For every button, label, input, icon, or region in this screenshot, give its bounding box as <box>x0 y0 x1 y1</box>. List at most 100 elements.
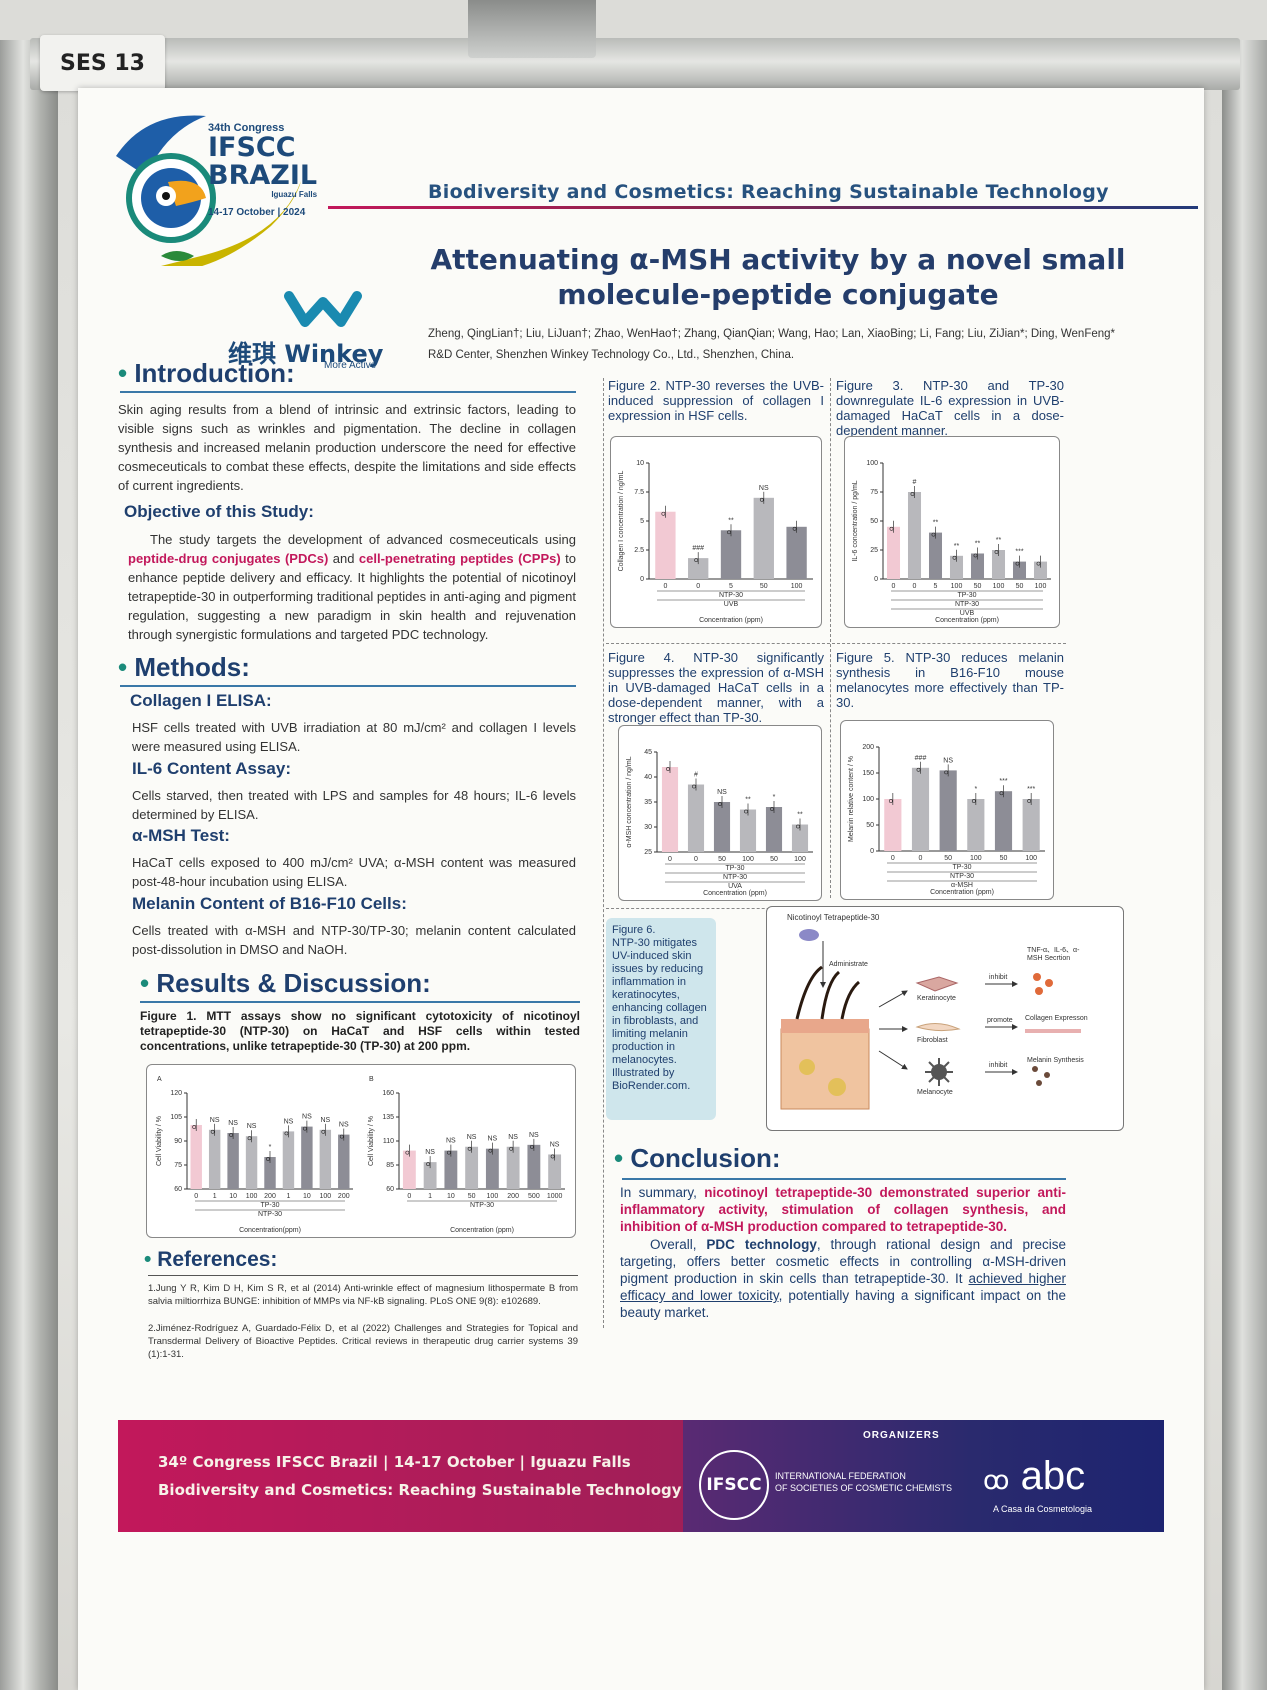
footer-right: ORGANIZERS IFSCC INTERNATIONAL FEDERATIO… <box>683 1420 1164 1532</box>
objective-text-c: to enhance peptide delivery and efficacy… <box>128 551 576 642</box>
bar <box>264 1157 276 1189</box>
references-heading: References: <box>144 1248 277 1272</box>
authors: Zheng, QingLian†; Liu, LiJuan†; Zhao, We… <box>428 328 1116 340</box>
bar <box>720 530 742 579</box>
significance-label: ** <box>728 517 734 524</box>
congress-dates: 14-17 October | 2024 <box>208 207 306 218</box>
bar <box>967 799 985 851</box>
x-tick-label: 100 <box>951 583 963 590</box>
x-axis-label: Concentration (ppm) <box>935 617 999 624</box>
bar <box>655 511 676 579</box>
data-point <box>744 809 748 814</box>
bar <box>687 784 705 852</box>
x-tick-label: 50 <box>1000 855 1008 862</box>
y-tick-label: 85 <box>386 1162 394 1169</box>
intro-text: Skin aging results from a blend of intri… <box>118 402 576 493</box>
footer-banner: 34º Congress IFSCC Brazil | 14-17 Octobe… <box>118 1420 1164 1532</box>
footer-left: 34º Congress IFSCC Brazil | 14-17 Octobe… <box>118 1420 683 1532</box>
method-2-text: Cells starved, then treated with LPS and… <box>132 788 576 822</box>
data-point <box>339 1134 344 1139</box>
y-tick-label: 100 <box>866 460 878 467</box>
fibroblast-icon <box>915 1023 961 1032</box>
theme-divider <box>328 206 1198 209</box>
figure-divider-v <box>830 378 831 898</box>
y-tick-label: 45 <box>644 749 652 756</box>
x-tick-label: 500 <box>528 1193 540 1200</box>
y-axis-label: Melanin relative content / % <box>848 756 855 842</box>
data-point <box>488 1148 493 1153</box>
fig4-caption: Figure 4. NTP-30 significantly suppresse… <box>608 650 824 725</box>
fig2-chart: 0 2.5 5 7.5 10 Collagen I concentration / ng/… <box>618 460 813 624</box>
fig5-chart-box: 0 50 100 150 200 Melanin relative content / %… <box>840 720 1054 900</box>
y-axis-label: Cell Viability / % <box>156 1116 163 1166</box>
bar <box>190 1125 202 1189</box>
significance-label: * <box>773 794 776 801</box>
significance-label: NS <box>320 1117 330 1124</box>
data-point <box>229 1133 234 1137</box>
y-tick-label: 105 <box>170 1114 182 1121</box>
significance-label: NS <box>446 1138 456 1145</box>
conclusion-underlined: achieved higher efficacy and lower toxic… <box>620 1271 1066 1303</box>
bar <box>688 558 709 579</box>
bar <box>402 1150 416 1189</box>
data-point <box>661 511 666 516</box>
significance-label: ** <box>996 537 1002 544</box>
conclusion-p2-c: , through rational design and precise ta… <box>620 1237 1066 1286</box>
x-tick-label: 100 <box>1035 583 1047 590</box>
significance-label: *** <box>1015 549 1023 556</box>
significance-label: ** <box>745 797 751 804</box>
x-tick-label: 10 <box>447 1193 455 1200</box>
y-tick-label: 90 <box>174 1138 182 1145</box>
x-tick-label: 0 <box>891 855 895 862</box>
x-tick-label: 5 <box>934 583 938 590</box>
organizers-label: ORGANIZERS <box>863 1430 940 1441</box>
x-tick-label: 0 <box>892 583 896 590</box>
group-label: TP-30 <box>260 1202 279 1209</box>
x-tick-label: 100 <box>993 583 1005 590</box>
data-point <box>321 1129 326 1134</box>
x-tick-label: 100 <box>791 583 803 590</box>
x-axis-label: Concentration (ppm) <box>450 1227 514 1234</box>
y-tick-label: 0 <box>870 848 874 855</box>
objective-pdc: peptide-drug conjugates (PDCs) <box>128 551 329 566</box>
significance-label: # <box>694 772 698 779</box>
objective-text-b: and <box>328 551 359 566</box>
data-point <box>1015 561 1020 566</box>
conclusion-p1: In summary, nicotinoyl tetrapeptide-30 d… <box>620 1184 1066 1235</box>
session-sticker: SES 13 <box>40 35 165 91</box>
fig6-output-1: TNF-α、IL-6、α-MSH Secrtion <box>1027 947 1080 962</box>
y-tick-label: 5 <box>640 518 644 525</box>
methods-rule <box>120 685 576 687</box>
results-heading: Results & Discussion: <box>140 968 431 999</box>
group-label: NTP-30 <box>950 873 974 880</box>
congress-theme: Biodiversity and Cosmetics: Reaching Sus… <box>428 181 1109 203</box>
fig6-keratinocyte: Keratinocyte <box>917 995 956 1002</box>
fig6-promote: promote <box>987 1017 1013 1024</box>
bar <box>465 1146 479 1189</box>
fig1b-chart: 60 85 110 135 160 Cell Viability / % B 0 1 NS 10 NS… <box>368 1076 565 1234</box>
data-point <box>792 526 797 531</box>
x-tick-label: 100 <box>970 855 982 862</box>
y-tick-label: 40 <box>644 774 652 781</box>
x-tick-label: 100 <box>742 856 754 863</box>
fig2-chart-box: 0 2.5 5 7.5 10 Collagen I concentration / ng/… <box>610 436 822 628</box>
significance-label: *** <box>999 778 1007 785</box>
bar <box>444 1150 458 1189</box>
fig6-administrate: Administrate <box>829 961 868 968</box>
y-tick-label: 110 <box>383 1138 394 1145</box>
objective-text: The study targets the development of adv… <box>128 530 576 644</box>
data-point <box>550 1154 555 1159</box>
bar <box>991 550 1006 579</box>
y-tick-label: 2.5 <box>634 547 644 554</box>
bar <box>928 532 943 579</box>
x-tick-label: 10 <box>229 1193 237 1200</box>
significance-label: NS <box>488 1136 498 1143</box>
abc-logo: ꝏ abc <box>983 1454 1085 1499</box>
x-tick-label: 0 <box>694 856 698 863</box>
bar <box>739 809 757 852</box>
significance-label: NS <box>425 1149 435 1156</box>
abc-mark-icon: ꝏ <box>983 1465 1010 1495</box>
hair-icon <box>795 965 861 1020</box>
bar <box>319 1129 332 1189</box>
x-tick-label: 10 <box>303 1193 311 1200</box>
